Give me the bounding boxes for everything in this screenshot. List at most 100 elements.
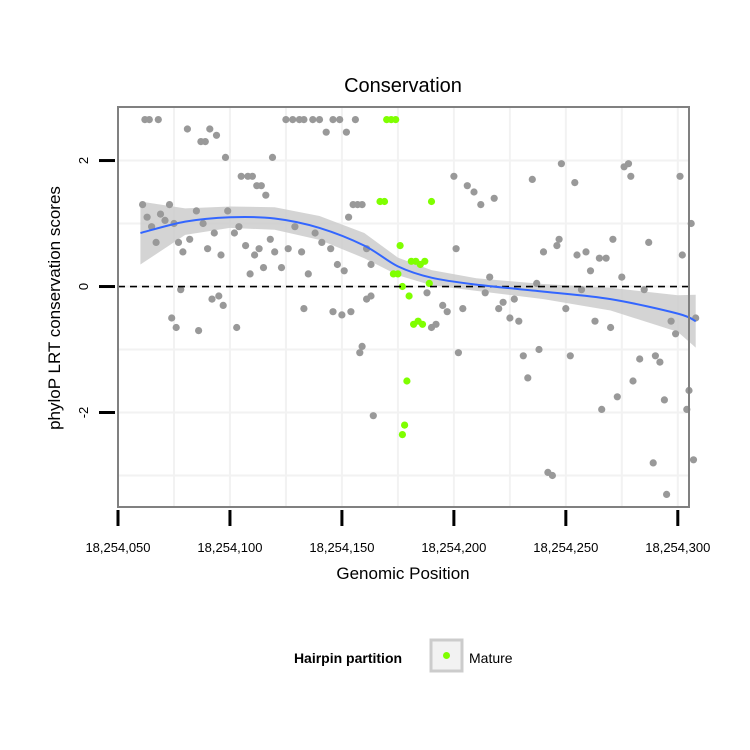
point-other (277, 264, 286, 272)
point-other (318, 238, 326, 246)
point-other (215, 292, 223, 300)
point-other (246, 270, 254, 278)
point-other (591, 317, 599, 325)
x-tick-label: 18,254,300 (645, 540, 710, 555)
point-other (562, 305, 570, 313)
point-other (477, 201, 485, 209)
point-other (356, 349, 364, 357)
point-other (582, 248, 590, 256)
point-other (640, 286, 648, 294)
point-other (221, 153, 230, 161)
point-other (651, 352, 660, 360)
point-other (636, 355, 644, 363)
point-mature (427, 197, 436, 206)
point-other (689, 456, 698, 464)
point-other (338, 311, 346, 319)
point-other (667, 317, 675, 325)
point-other (515, 317, 523, 325)
y-axis-label: phyloP LRT conservation scores (45, 186, 64, 430)
point-other (510, 295, 518, 303)
point-other (300, 116, 308, 124)
point-mature (394, 270, 402, 278)
point-other (177, 286, 185, 294)
point-other (315, 116, 324, 124)
point-other (172, 323, 180, 332)
point-other (656, 358, 664, 366)
point-other (629, 377, 637, 385)
point-other (235, 223, 243, 231)
point-other (291, 223, 299, 231)
point-other (322, 128, 330, 136)
point-other (333, 260, 341, 269)
point-mature (418, 320, 427, 328)
point-mature (401, 421, 409, 429)
point-other (262, 191, 270, 199)
point-other (257, 182, 265, 190)
point-other (230, 229, 238, 237)
point-other (255, 245, 263, 253)
point-other (195, 327, 203, 335)
point-mature (380, 197, 389, 206)
point-other (613, 393, 621, 401)
x-tick-label: 18,254,100 (197, 540, 262, 555)
point-other (165, 201, 174, 209)
point-other (660, 396, 669, 404)
legend-key-mature-dot (443, 652, 450, 659)
point-other (208, 295, 216, 303)
point-mature (405, 292, 413, 300)
point-other (566, 352, 574, 360)
point-other (192, 207, 200, 215)
point-other (557, 160, 566, 168)
legend-title: Hairpin partition (294, 650, 402, 666)
point-other (201, 138, 209, 146)
point-other (351, 116, 359, 124)
legend: Hairpin partition Mature (294, 638, 513, 673)
point-other (206, 125, 214, 133)
point-other (367, 260, 375, 269)
point-other (289, 116, 297, 124)
chart-title: Conservation (344, 75, 462, 97)
point-other (495, 305, 503, 313)
point-other (443, 308, 451, 316)
smooth-trend-line (140, 215, 697, 323)
point-other (259, 264, 268, 272)
point-other (145, 116, 153, 124)
point-other (595, 254, 604, 262)
point-other (423, 289, 431, 297)
point-mature (398, 431, 406, 439)
point-other (345, 213, 353, 221)
point-other (490, 194, 498, 202)
point-other (602, 254, 610, 262)
point-other (432, 320, 440, 328)
point-other (624, 160, 633, 168)
point-other (676, 172, 684, 180)
point-other (553, 242, 561, 250)
point-other (524, 374, 532, 382)
point-other (251, 251, 259, 259)
point-mature (421, 257, 429, 265)
x-tick-label: 18,254,150 (309, 540, 374, 555)
point-other (342, 128, 350, 136)
point-other (470, 188, 478, 196)
y-tick-label: -2 (76, 407, 91, 419)
point-other (463, 182, 471, 190)
point-other (678, 251, 686, 259)
point-other (649, 459, 657, 467)
point-other (204, 245, 212, 253)
point-other (183, 125, 191, 133)
point-other (548, 471, 557, 480)
point-other (539, 248, 548, 256)
point-other (266, 235, 274, 243)
point-other (329, 308, 337, 316)
point-other (237, 172, 245, 180)
point-other (358, 342, 366, 350)
point-other (481, 289, 489, 297)
point-other (347, 308, 355, 316)
point-other (268, 153, 277, 161)
point-other (219, 301, 227, 309)
point-other (233, 323, 241, 332)
point-other (486, 273, 494, 281)
point-other (555, 235, 563, 243)
point-other (358, 201, 366, 209)
